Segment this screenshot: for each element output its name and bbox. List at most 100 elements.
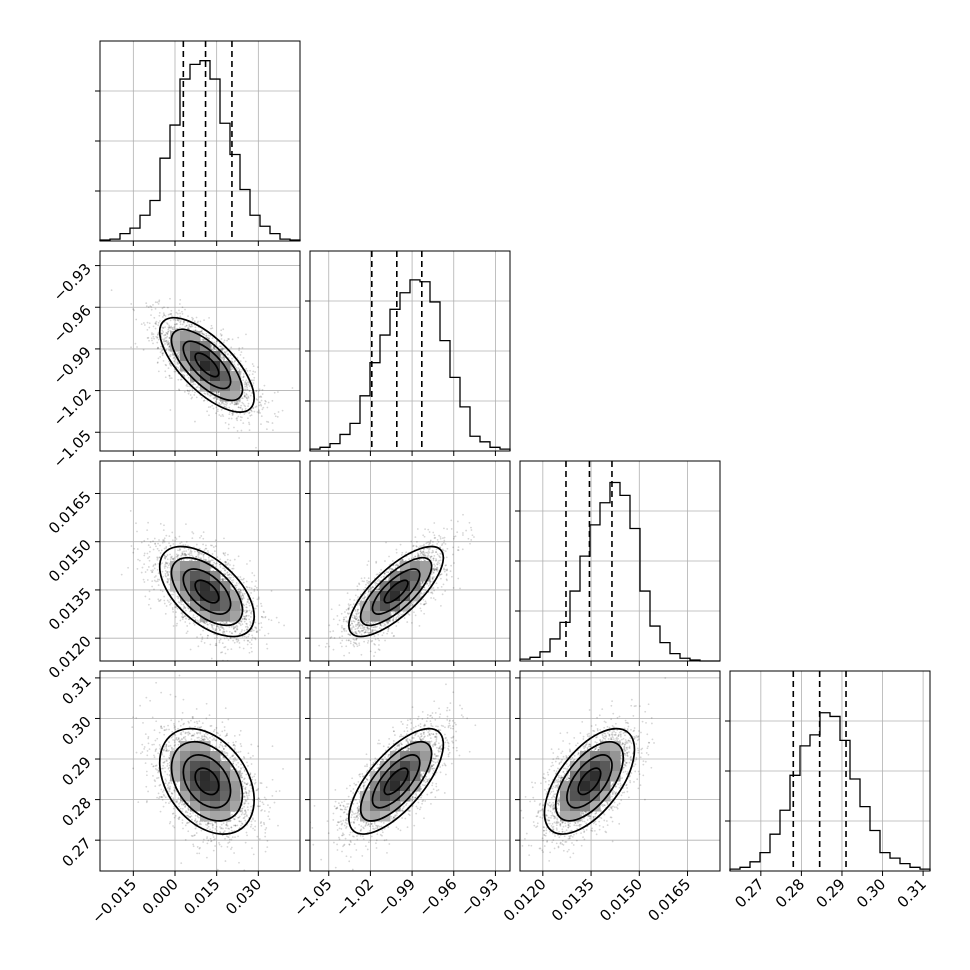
sample-point — [224, 561, 227, 563]
sample-point — [183, 553, 186, 556]
sample-point — [191, 537, 194, 540]
sample-point — [216, 637, 218, 639]
sample-point — [168, 571, 171, 573]
sample-point — [213, 561, 216, 564]
sample-point — [145, 305, 148, 308]
sample-point — [157, 346, 159, 349]
sample-point — [165, 331, 168, 334]
sample-point — [263, 611, 265, 614]
sample-point — [230, 574, 233, 576]
sample-point — [186, 327, 189, 330]
sample-point — [169, 544, 172, 547]
sample-point — [186, 601, 189, 604]
contour-line — [158, 316, 256, 413]
sample-point — [230, 346, 233, 349]
sample-point — [201, 332, 204, 335]
sample-point — [223, 646, 226, 649]
sample-point — [200, 557, 203, 560]
sample-point — [244, 405, 247, 408]
sample-point — [244, 407, 247, 410]
sample-point — [220, 402, 223, 404]
sample-point — [156, 361, 159, 364]
sample-point — [250, 630, 253, 632]
sample-point — [265, 643, 268, 646]
sample-point — [164, 612, 167, 615]
sample-point — [241, 635, 244, 638]
sample-point — [168, 324, 171, 327]
sample-point — [224, 573, 226, 576]
sample-point — [194, 329, 197, 332]
sample-point — [162, 352, 165, 354]
sample-point — [164, 376, 167, 379]
sample-point — [230, 621, 233, 624]
sample-point — [168, 348, 170, 351]
sample-point — [275, 616, 278, 619]
sample-point — [234, 626, 237, 628]
sample-point — [151, 585, 154, 588]
sample-point — [278, 621, 280, 624]
sample-point — [256, 411, 259, 413]
sample-point — [193, 320, 196, 323]
sample-point — [196, 385, 199, 388]
sample-point — [197, 554, 199, 556]
sample-point — [189, 554, 191, 557]
sample-point — [161, 332, 163, 335]
sample-point — [231, 368, 234, 370]
sample-point — [156, 337, 159, 339]
sample-point — [166, 306, 169, 309]
sample-point — [172, 557, 175, 560]
sample-point — [187, 607, 190, 609]
sample-point — [192, 622, 195, 625]
sample-point — [166, 578, 169, 580]
density-block — [170, 341, 181, 352]
sample-point — [213, 633, 216, 636]
sample-point — [161, 348, 164, 351]
sample-point — [243, 618, 246, 621]
sample-point — [202, 333, 204, 335]
sample-point — [207, 334, 210, 337]
sample-point — [164, 565, 167, 568]
sample-point — [272, 429, 274, 432]
sample-point — [156, 336, 159, 339]
sample-point — [169, 353, 172, 356]
sample-point — [245, 379, 248, 382]
sample-point — [167, 574, 170, 576]
sample-point — [229, 637, 232, 640]
sample-point — [177, 595, 180, 598]
sample-point — [211, 327, 214, 329]
sample-point — [249, 560, 251, 562]
sample-point — [229, 576, 232, 579]
sample-point — [238, 587, 240, 590]
sample-point — [250, 409, 253, 412]
sample-point — [227, 427, 230, 430]
sample-point — [170, 364, 173, 367]
sample-point — [227, 352, 229, 355]
sample-point — [169, 319, 172, 322]
sample-point — [207, 406, 210, 409]
sample-point — [178, 326, 181, 329]
sample-point — [197, 552, 200, 554]
sample-point — [167, 578, 170, 581]
sample-point — [146, 337, 149, 339]
sample-point — [172, 352, 175, 355]
sample-point — [219, 563, 221, 566]
sample-point — [243, 620, 246, 623]
sample-point — [204, 392, 207, 395]
sample-point — [167, 342, 170, 345]
sample-point — [155, 323, 157, 326]
sample-point — [158, 314, 161, 317]
sample-point — [215, 399, 218, 402]
sample-point — [258, 409, 260, 412]
sample-point — [277, 391, 279, 393]
sample-point — [206, 634, 209, 637]
sample-point — [244, 615, 247, 618]
sample-point — [194, 550, 196, 553]
sample-point — [247, 395, 250, 398]
sample-point — [242, 589, 245, 591]
sample-point — [155, 320, 158, 323]
sample-point — [175, 322, 178, 325]
density-block — [210, 361, 221, 372]
sample-point — [192, 383, 195, 385]
sample-point — [183, 554, 186, 557]
sample-point — [238, 369, 241, 372]
